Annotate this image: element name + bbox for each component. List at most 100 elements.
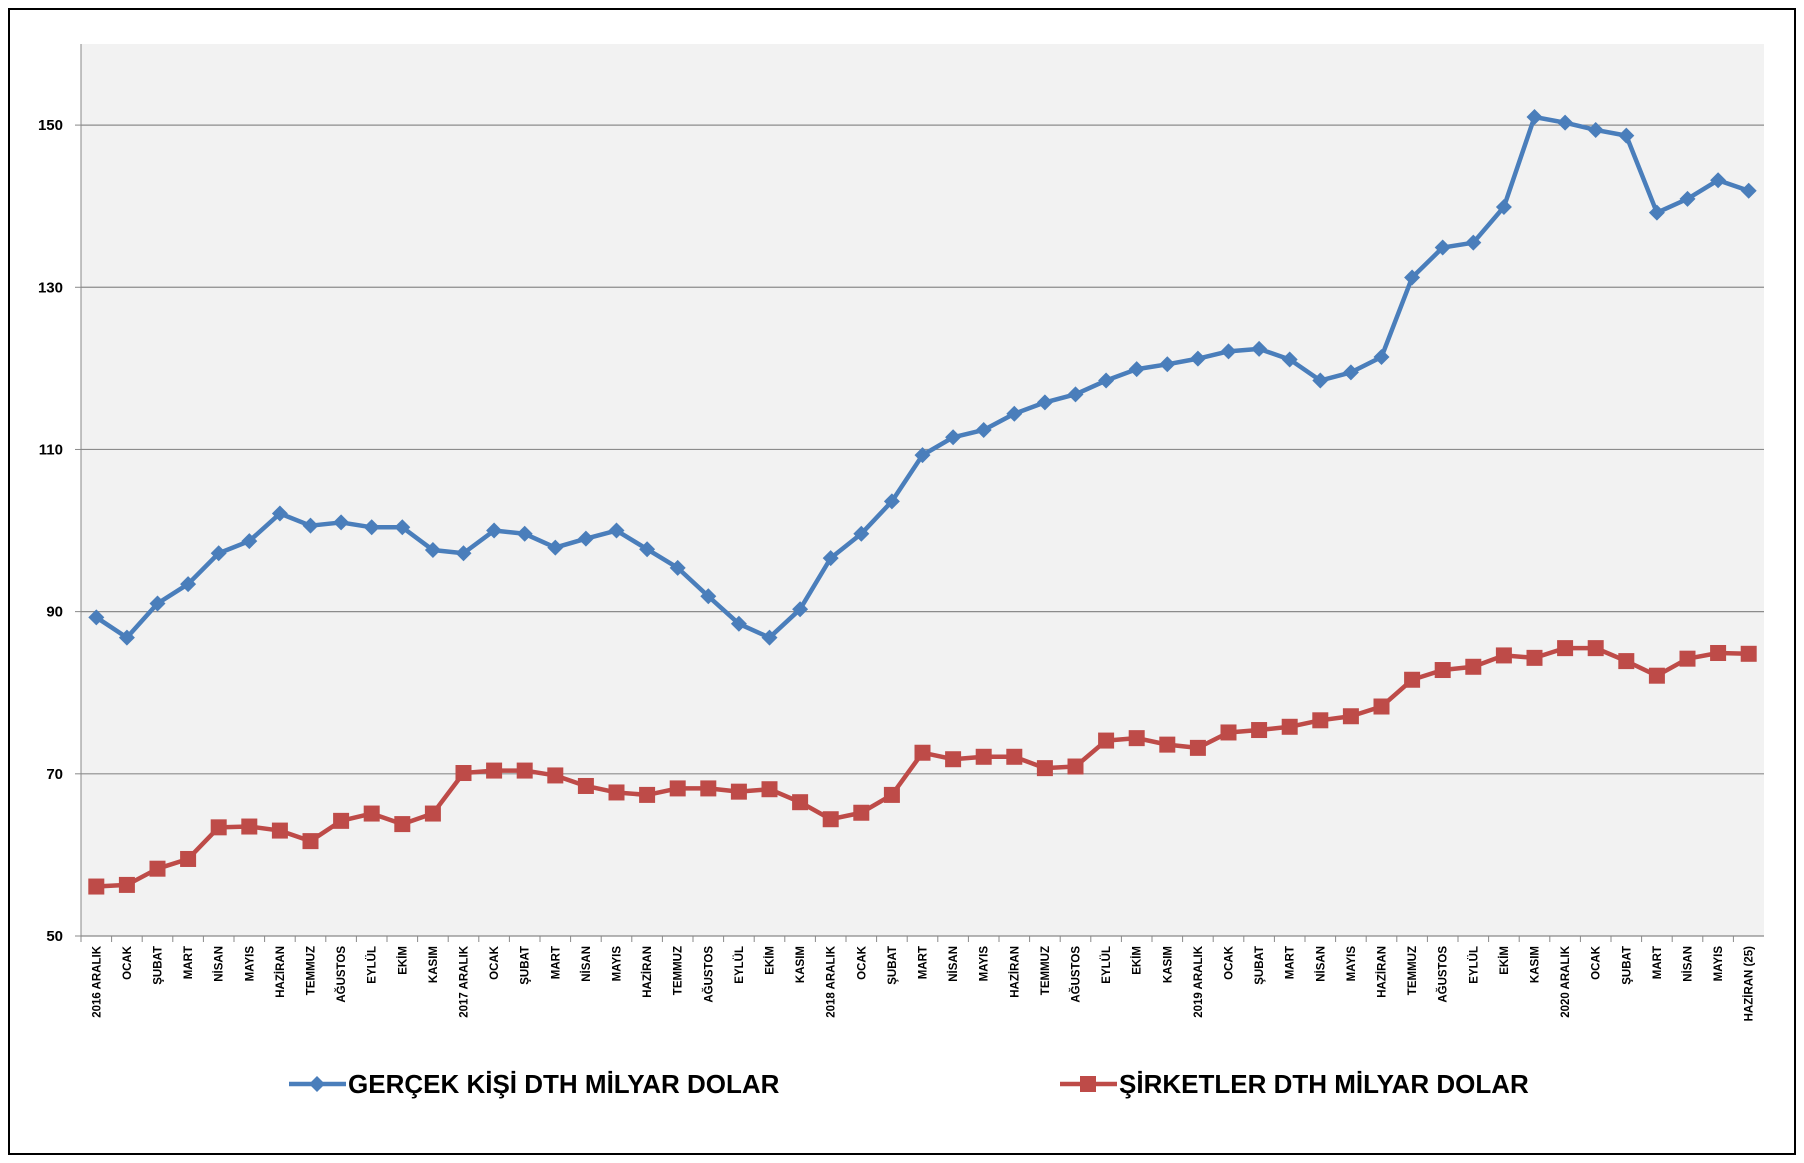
- point-marker: [1618, 653, 1635, 670]
- x-tick-label: ŞUBAT: [1254, 946, 1266, 985]
- x-tick-label: EYLÜL: [1100, 946, 1113, 984]
- point-marker: [1434, 239, 1451, 256]
- point-marker: [945, 751, 962, 768]
- x-tick-label: HAZİRAN (25): [1743, 946, 1756, 1022]
- point-marker: [1312, 372, 1329, 389]
- x-tick-label: NİSAN: [1314, 946, 1327, 982]
- x-tick-label: ŞUBAT: [153, 946, 165, 985]
- point-marker: [1067, 758, 1084, 775]
- x-tick-label: ŞUBAT: [887, 946, 899, 985]
- point-marker: [180, 576, 197, 593]
- point-marker: [1526, 649, 1543, 666]
- y-tick-label: 90: [46, 604, 63, 621]
- x-tick-label: EKİM: [764, 946, 777, 975]
- point-marker: [486, 762, 503, 779]
- point-marker: [1618, 127, 1635, 144]
- point-marker: [1159, 356, 1176, 373]
- point-marker: [1648, 667, 1665, 684]
- point-marker: [88, 878, 105, 895]
- point-marker: [914, 447, 931, 464]
- x-tick-label: KASIM: [795, 946, 807, 983]
- point-marker: [1220, 343, 1237, 360]
- y-tick-label: 70: [46, 766, 63, 783]
- point-marker: [1128, 730, 1145, 747]
- point-marker: [1128, 361, 1145, 378]
- x-tick-label: MAYIS: [1713, 946, 1725, 982]
- x-tick-label: NİSAN: [1682, 946, 1695, 982]
- x-tick-label: EYLÜL: [366, 946, 379, 984]
- point-marker: [1557, 640, 1574, 657]
- point-marker: [914, 744, 931, 761]
- point-marker: [1373, 349, 1390, 366]
- point-marker: [1342, 364, 1359, 381]
- point-marker: [761, 781, 778, 798]
- x-tick-label: 2019 ARALIK: [1193, 945, 1205, 1017]
- point-marker: [1465, 234, 1482, 251]
- x-tick-label: NİSAN: [947, 946, 960, 982]
- point-marker: [700, 780, 717, 797]
- point-marker: [1740, 182, 1757, 199]
- x-tick-label: OCAK: [489, 945, 501, 980]
- point-marker: [455, 545, 472, 562]
- point-marker: [363, 805, 380, 822]
- point-marker: [1404, 671, 1421, 688]
- x-tick-label: MAYIS: [1346, 946, 1358, 982]
- point-marker: [1710, 172, 1727, 189]
- x-tick-label: OCAK: [122, 945, 134, 980]
- point-marker: [1036, 394, 1053, 411]
- x-tick-label: 2017 ARALIK: [459, 945, 471, 1017]
- x-tick-label: HAZİRAN: [641, 946, 654, 998]
- x-tick-label: EKİM: [1131, 946, 1144, 975]
- point-marker: [424, 542, 441, 559]
- x-tick-label: EYLÜL: [1467, 946, 1480, 984]
- x-tick-label: AĞUSTOS: [702, 946, 715, 1003]
- point-marker: [149, 595, 166, 612]
- point-marker: [1080, 1076, 1096, 1092]
- x-tick-label: 2020 ARALIK: [1560, 945, 1572, 1017]
- x-tick-label: MART: [918, 946, 930, 979]
- y-tick-label: 130: [38, 279, 63, 296]
- point-marker: [1740, 645, 1757, 662]
- point-marker: [730, 783, 747, 800]
- point-marker: [241, 533, 258, 550]
- point-marker: [1587, 640, 1604, 657]
- point-marker: [1189, 350, 1206, 367]
- x-tick-label: MART: [183, 946, 195, 979]
- point-marker: [608, 522, 625, 539]
- point-marker: [309, 1076, 325, 1092]
- point-marker: [1710, 644, 1727, 661]
- point-marker: [1036, 760, 1053, 777]
- x-tick-label: KASIM: [1530, 946, 1542, 983]
- point-marker: [118, 876, 135, 893]
- x-tick-label: OCAK: [1224, 945, 1236, 980]
- x-tick-label: AĞUSTOS: [335, 946, 348, 1003]
- point-marker: [945, 429, 962, 446]
- point-marker: [1342, 708, 1359, 725]
- point-marker: [1220, 724, 1237, 741]
- y-tick-label: 50: [46, 928, 63, 945]
- point-marker: [1281, 351, 1298, 368]
- point-marker: [730, 615, 747, 632]
- x-tick-label: MART: [550, 946, 562, 979]
- legend-label: ŞİRKETLER DTH MİLYAR DOLAR: [1119, 1069, 1529, 1099]
- x-tick-label: TEMMUZ: [1407, 946, 1419, 995]
- point-marker: [1189, 739, 1206, 756]
- point-marker: [118, 629, 135, 646]
- point-marker: [547, 539, 564, 556]
- point-marker: [792, 601, 809, 618]
- point-marker: [608, 784, 625, 801]
- point-marker: [1006, 405, 1023, 422]
- x-tick-label: EKİM: [1498, 946, 1511, 975]
- point-marker: [394, 519, 411, 536]
- plot-area: [81, 44, 1764, 936]
- point-marker: [639, 541, 656, 558]
- point-marker: [1465, 658, 1482, 675]
- point-marker: [1495, 647, 1512, 664]
- x-tick-label: EYLÜL: [733, 946, 746, 984]
- point-marker: [853, 804, 870, 821]
- x-tick-label: MART: [1652, 946, 1664, 979]
- point-marker: [1159, 736, 1176, 753]
- point-marker: [1434, 662, 1451, 679]
- point-marker: [1251, 340, 1268, 357]
